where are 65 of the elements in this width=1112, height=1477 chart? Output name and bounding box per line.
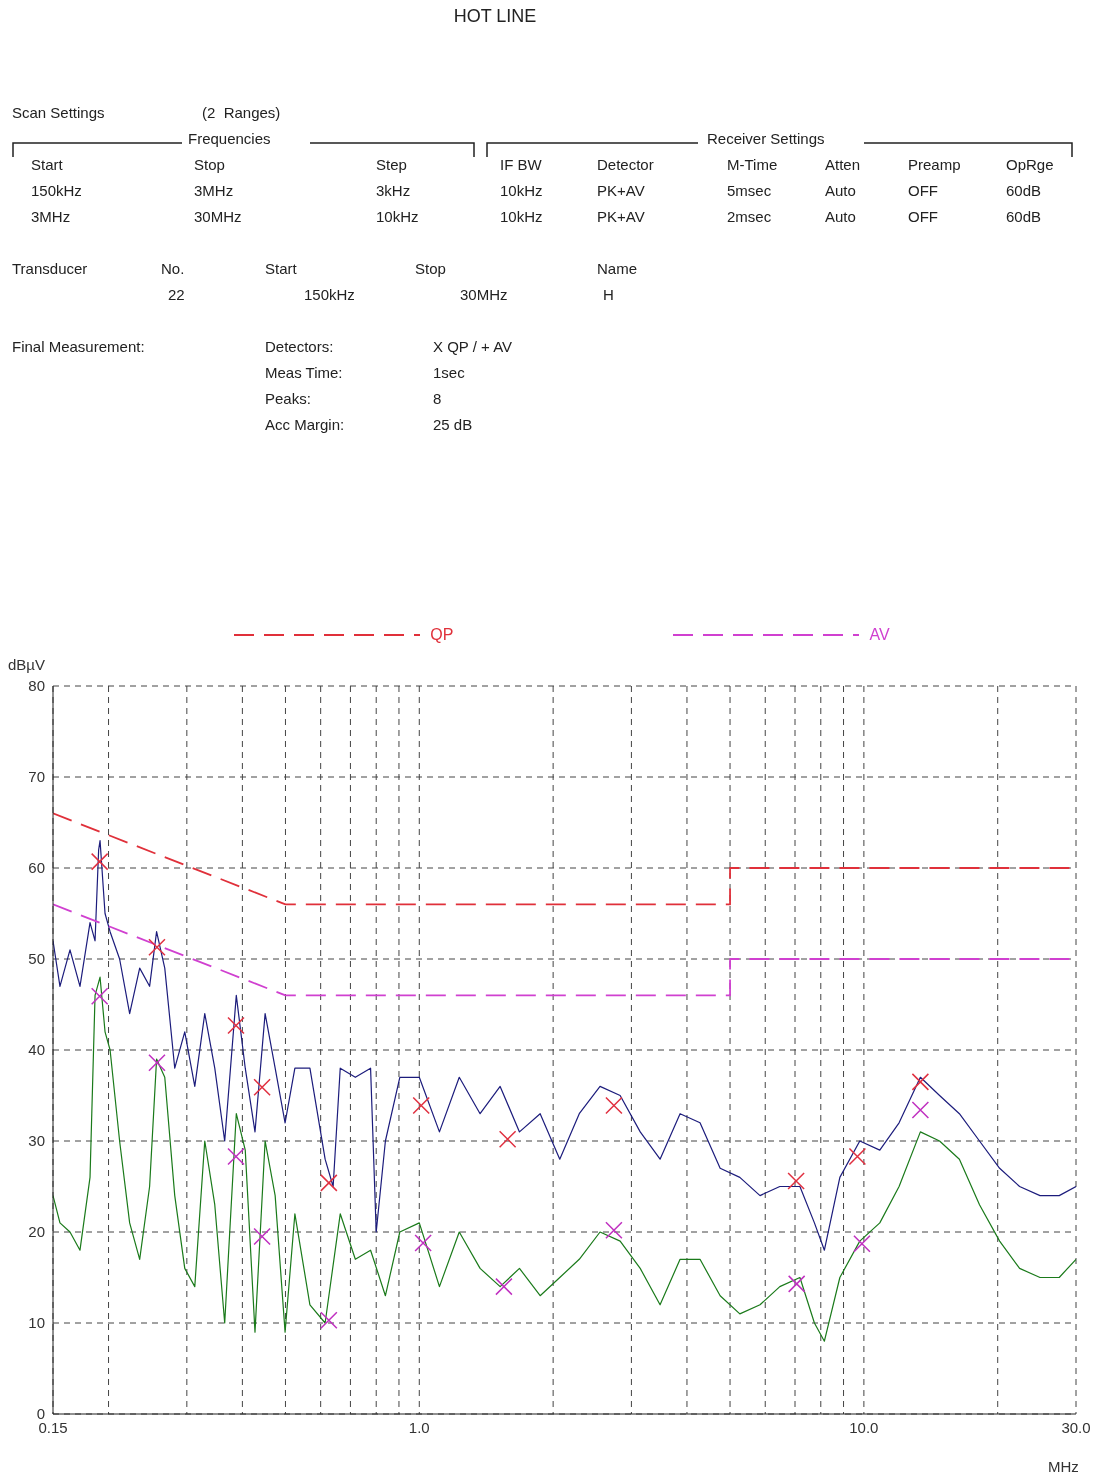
text: 10kHz [496, 182, 547, 199]
text: Receiver Settings [703, 130, 829, 147]
x-axis-title: MHz [1048, 1458, 1079, 1475]
text: Final Measurement: [8, 338, 149, 355]
y-tick-label: 80 [28, 677, 45, 695]
text: Preamp [904, 156, 965, 173]
text: 3MHz [27, 208, 75, 225]
text: 30MHz [456, 286, 512, 303]
text: 30MHz [190, 208, 246, 225]
text: (2 Ranges) [198, 104, 285, 121]
text: Stop [411, 260, 450, 277]
text: QP [430, 626, 454, 644]
text: 3kHz [372, 182, 415, 199]
text: 8 [429, 390, 446, 407]
text: No. [157, 260, 189, 277]
chart-title: HOT LINE [452, 6, 538, 27]
text: X QP / + AV [429, 338, 517, 355]
text: PK+AV [593, 182, 649, 199]
text: IF BW [496, 156, 546, 173]
text: 150kHz [27, 182, 86, 199]
text: OpRge [1002, 156, 1058, 173]
text: OFF [904, 182, 942, 199]
text: 25 dB [429, 416, 477, 433]
text: 10kHz [496, 208, 547, 225]
y-tick-label: 60 [28, 859, 45, 877]
text: 1sec [429, 364, 469, 381]
text: 22 [164, 286, 189, 303]
text: Acc Margin: [261, 416, 349, 433]
text: 5msec [723, 182, 776, 199]
y-tick-label: 10 [28, 1314, 45, 1332]
text: M-Time [723, 156, 782, 173]
text: Scan Settings [8, 104, 109, 121]
text: H [599, 286, 618, 303]
text: OFF [904, 208, 942, 225]
text: 10kHz [372, 208, 423, 225]
text: 150kHz [300, 286, 359, 303]
x-tick-label: 10.0 [849, 1418, 879, 1436]
text: 60dB [1002, 182, 1046, 199]
text: Start [261, 260, 301, 277]
text: 3MHz [190, 182, 238, 199]
text: Peaks: [261, 390, 315, 407]
text: Detector [593, 156, 658, 173]
text: AV [869, 626, 890, 644]
x-tick-label: 30.0 [1061, 1418, 1091, 1436]
text: Frequencies [184, 130, 275, 147]
y-axis-title: dBµV [8, 656, 45, 673]
text: Meas Time: [261, 364, 347, 381]
text: PK+AV [593, 208, 649, 225]
text: Stop [190, 156, 229, 173]
y-tick-label: 70 [28, 768, 45, 786]
text: 60dB [1002, 208, 1046, 225]
text: 2msec [723, 208, 776, 225]
text: Step [372, 156, 411, 173]
x-tick-label: 1.0 [408, 1418, 430, 1436]
text: Start [27, 156, 67, 173]
text: Detectors: [261, 338, 338, 355]
y-tick-label: 50 [28, 950, 45, 968]
text: Transducer [8, 260, 92, 277]
text: Auto [821, 208, 860, 225]
y-tick-label: 40 [28, 1041, 45, 1059]
text: Name [593, 260, 642, 277]
text: Atten [821, 156, 865, 173]
y-tick-label: 30 [28, 1132, 45, 1150]
y-tick-label: 20 [28, 1223, 45, 1241]
text: Auto [821, 182, 860, 199]
